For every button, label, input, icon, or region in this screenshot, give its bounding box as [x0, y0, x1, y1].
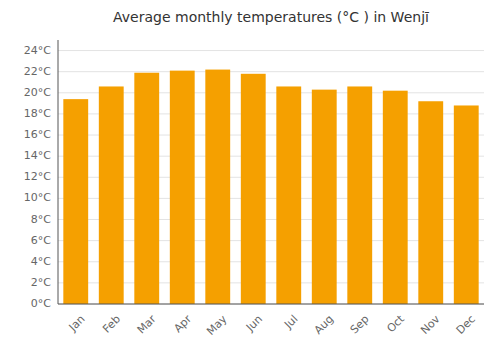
grid-line [58, 304, 484, 305]
chart-svg: 0°C 2°C 4°C 6°C 8°C 10°C 12°C 14°C 16°C 18°C 20°C 2… [0, 0, 500, 350]
y-tick-label: 18°C [24, 107, 51, 120]
title: Average monthly temperatures (°C ) in We… [113, 9, 429, 25]
grid-line [58, 50, 484, 51]
y-tick-label: 2°C [31, 276, 51, 289]
x-tick-label: May [204, 312, 230, 338]
x-axis-labels: Jan Feb Mar Apr May Jun Jul Aug Sep Oct Nov Dec [66, 312, 478, 338]
grid [58, 51, 484, 304]
bar [347, 86, 372, 304]
y-tick-label: 8°C [31, 213, 51, 226]
x-tick-label: Jun [243, 313, 265, 335]
bar [418, 101, 443, 304]
y-tick-label: 12°C [24, 170, 51, 183]
x-tick-label: Aug [312, 313, 336, 337]
bar [205, 70, 230, 304]
chart-container: 0°C 2°C 4°C 6°C 8°C 10°C 12°C 14°C 16°C 18°C 20°C 2… [0, 0, 500, 350]
bar [383, 91, 408, 304]
bar [99, 86, 124, 304]
bar [63, 99, 88, 304]
y-axis-line [58, 40, 59, 304]
bar [312, 90, 337, 304]
y-axis-labels: 0°C 2°C 4°C 6°C 8°C 10°C 12°C 14°C 16°C 18°C 20°C 2… [24, 44, 51, 310]
x-tick-label: Nov [418, 312, 443, 337]
y-tick-label: 0°C [31, 297, 51, 310]
x-tick-label: Mar [135, 312, 159, 336]
bar [276, 86, 301, 304]
y-tick-label: 14°C [24, 149, 51, 162]
bar [134, 73, 159, 304]
y-tick-label: 24°C [24, 44, 51, 57]
y-tick-label: 10°C [24, 191, 51, 204]
x-tick-label: Jul [281, 313, 300, 332]
y-tick-label: 20°C [24, 86, 51, 99]
x-tick-label: Apr [171, 312, 194, 335]
grid-line [58, 71, 484, 72]
y-tick-label: 22°C [24, 65, 51, 78]
bar [241, 74, 266, 304]
x-tick-label: Sep [348, 313, 372, 337]
y-tick-label: 16°C [24, 128, 51, 141]
y-tick-label: 4°C [31, 255, 51, 268]
x-tick-label: Oct [384, 312, 407, 335]
bar [454, 105, 479, 304]
x-tick-label: Dec [454, 313, 478, 337]
x-axis-line [58, 304, 484, 305]
x-tick-label: Feb [100, 313, 123, 336]
bars [63, 70, 478, 304]
bar [170, 71, 195, 304]
x-tick-label: Jan [66, 313, 88, 335]
y-tick-label: 6°C [31, 234, 51, 247]
